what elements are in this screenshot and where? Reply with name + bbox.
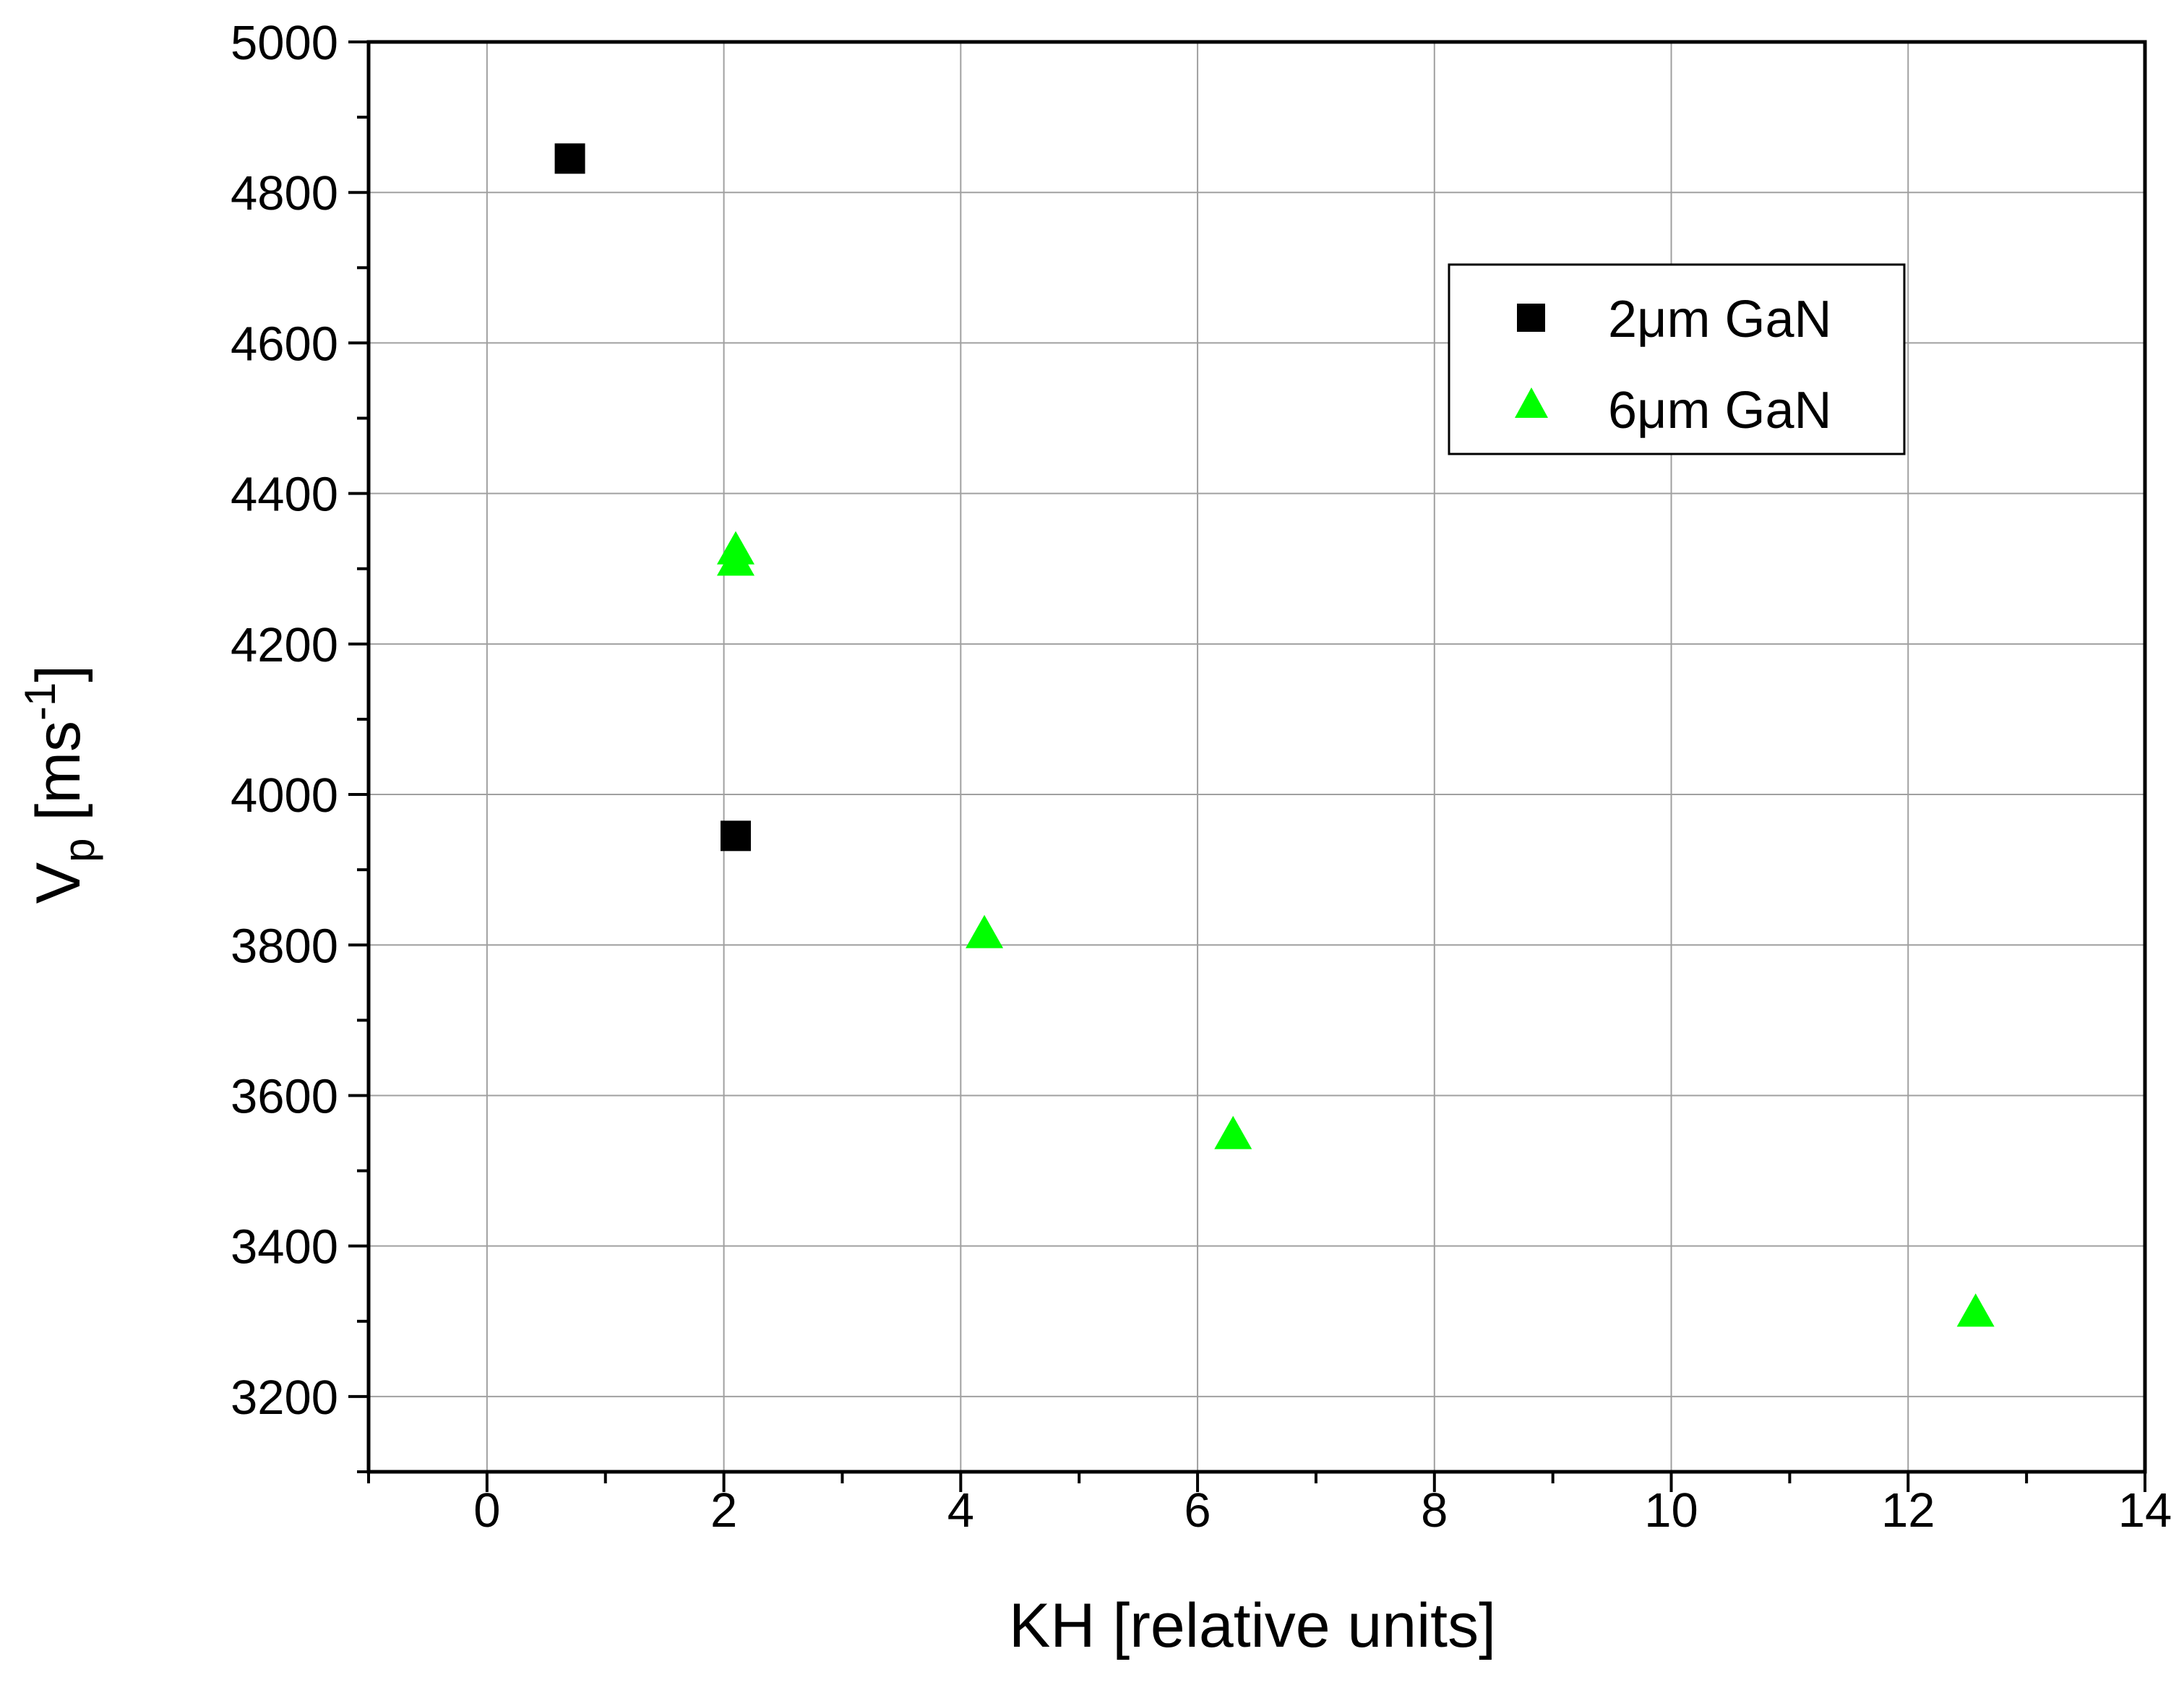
x-tick-label: 4: [947, 1483, 974, 1538]
legend-box: [1448, 263, 1906, 455]
legend-marker-square: [1517, 304, 1545, 332]
x-tick-label: 8: [1421, 1483, 1448, 1538]
y-axis-label: Vp [ms-1]: [16, 665, 103, 904]
plot-frame: [366, 40, 2147, 1474]
data-points: [554, 143, 1995, 1327]
x-tick-label: 6: [1184, 1483, 1211, 1538]
x-tick-label: 10: [1644, 1483, 1698, 1538]
axes: [366, 40, 2147, 1474]
y-axis-label-close: ]: [24, 665, 93, 682]
data-point-triangle: [966, 914, 1004, 948]
x-axis-label: KH [relative units]: [1009, 1591, 1496, 1660]
y-tick-label: 3200: [231, 1371, 338, 1425]
legend: 2μm GaN 6μm GaN: [1448, 263, 1906, 455]
y-tick-label: 4600: [231, 317, 338, 371]
y-tick-labels: 3200 3400 3600 3800 4000 4200 4400 4600 4800 5000: [231, 16, 338, 1425]
y-tick-label: 3600: [231, 1069, 338, 1123]
data-point-square: [720, 820, 751, 852]
grid-lines: [369, 42, 2145, 1472]
y-tick-label: 4200: [231, 618, 338, 672]
tick-marks: [348, 40, 2146, 1492]
y-tick-label: 4800: [231, 166, 338, 220]
x-tick-label: 0: [473, 1483, 500, 1538]
legend-marker-triangle: [1515, 387, 1548, 418]
data-point-square: [554, 143, 585, 174]
x-tick-labels: 0 2 4 6 8 10 12 14: [473, 1483, 2172, 1538]
y-axis-label-superscript: -1: [16, 682, 64, 721]
x-tick-label: 2: [710, 1483, 737, 1538]
y-tick-label: 5000: [231, 16, 338, 70]
y-tick-label: 4400: [231, 468, 338, 522]
data-point-triangle: [1214, 1115, 1252, 1149]
y-tick-label: 3800: [231, 919, 338, 973]
legend-label-2um: 2μm GaN: [1608, 291, 1832, 348]
y-axis-label-subscript: p: [55, 838, 103, 862]
x-tick-label: 14: [2118, 1483, 2172, 1538]
data-point-triangle: [1956, 1293, 1995, 1327]
y-tick-label: 3400: [231, 1220, 338, 1274]
x-tick-label: 12: [1881, 1483, 1935, 1538]
y-axis-label-rest: [ms: [24, 721, 93, 838]
legend-label-6um: 6μm GaN: [1608, 382, 1832, 440]
y-tick-label: 4000: [231, 768, 338, 823]
y-axis-label-main: V: [24, 862, 93, 904]
data-point-triangle: [716, 542, 754, 576]
